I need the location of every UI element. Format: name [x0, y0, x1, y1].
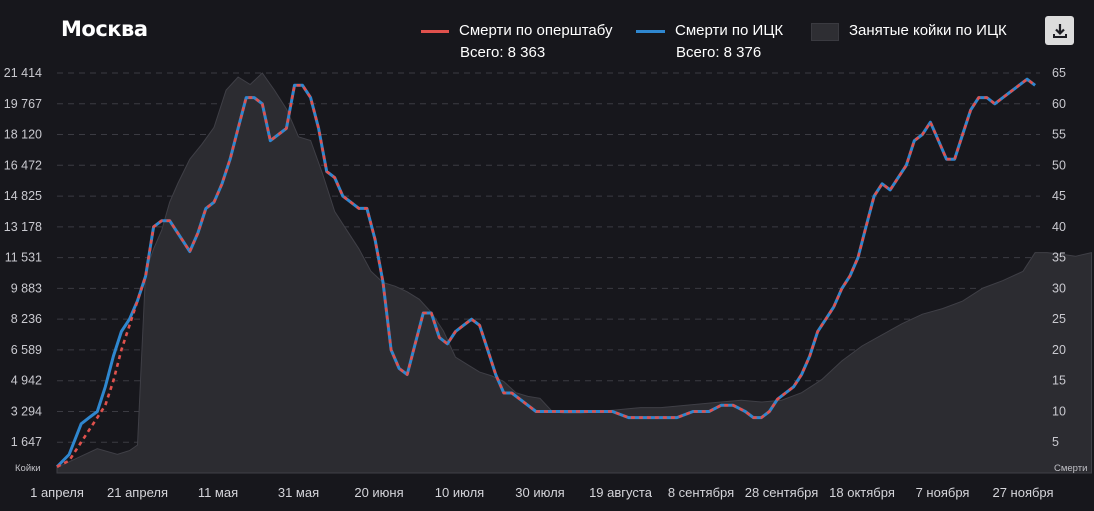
left-tick-label: 9 883 [11, 281, 42, 295]
legend-ops-label: Смерти по оперштабу [459, 22, 613, 39]
legend-ops-swatch [421, 30, 449, 33]
x-tick-label: 18 октября [829, 485, 895, 500]
legend-ick-swatch [636, 30, 665, 33]
legend-ops-total: Всего: 8 363 [460, 44, 546, 61]
left-tick-label: 4 942 [11, 374, 42, 388]
download-icon [1052, 23, 1067, 38]
download-button[interactable] [1045, 16, 1074, 45]
right-tick-label: 55 [1052, 128, 1066, 142]
legend-ick-total: Всего: 8 376 [676, 44, 762, 61]
x-tick-label: 11 мая [198, 485, 238, 500]
left-tick-label: 6 589 [11, 343, 42, 357]
beds-area [56, 72, 1092, 474]
legend-beds-label: Занятые койки по ИЦК [849, 22, 1007, 39]
x-tick-label: 20 июня [354, 485, 403, 500]
x-tick-label: 10 июля [435, 485, 484, 500]
x-tick-label: 19 августа [589, 485, 653, 500]
left-tick-label: 18 120 [4, 128, 42, 142]
right-tick-label: 10 [1052, 404, 1066, 418]
left-tick-label: 16 472 [4, 158, 42, 172]
legend-beds-swatch [811, 23, 839, 41]
x-tick-label: 28 сентября [745, 485, 819, 500]
left-tick-label: 21 414 [4, 66, 42, 80]
right-tick-label: 5 [1052, 435, 1059, 449]
x-tick-label: 7 ноября [916, 485, 970, 500]
right-tick-label: 65 [1052, 66, 1066, 80]
right-tick-label: 40 [1052, 220, 1066, 234]
left-tick-label: 3 294 [11, 404, 42, 418]
left-tick-label: 14 825 [4, 189, 42, 203]
right-tick-label: 15 [1052, 374, 1066, 388]
left-axis-label: Койки [15, 463, 41, 474]
x-tick-label: 27 ноября [992, 485, 1053, 500]
x-tick-label: 8 сентября [668, 485, 734, 500]
right-tick-label: 45 [1052, 189, 1066, 203]
x-tick-label: 30 июля [515, 485, 564, 500]
right-tick-label: 60 [1052, 97, 1066, 111]
right-tick-label: 25 [1052, 312, 1066, 326]
right-tick-label: 20 [1052, 343, 1066, 357]
chart-title: Москва [61, 17, 148, 41]
ops-deaths-line [56, 77, 1036, 468]
right-tick-label: 50 [1052, 158, 1066, 172]
right-axis-label: Смерти [1054, 463, 1087, 474]
x-tick-label: 1 апреля [30, 485, 84, 500]
x-tick-label: 31 мая [278, 485, 319, 500]
right-tick-label: 30 [1052, 281, 1066, 295]
left-tick-label: 1 647 [11, 435, 42, 449]
right-tick-label: 35 [1052, 251, 1066, 265]
left-tick-label: 8 236 [11, 312, 42, 326]
left-tick-label: 11 531 [5, 251, 42, 265]
x-tick-label: 21 апреля [107, 485, 168, 500]
left-tick-label: 19 767 [4, 97, 42, 111]
left-tick-label: 13 178 [4, 220, 42, 234]
legend-ick-label: Смерти по ИЦК [675, 22, 784, 39]
